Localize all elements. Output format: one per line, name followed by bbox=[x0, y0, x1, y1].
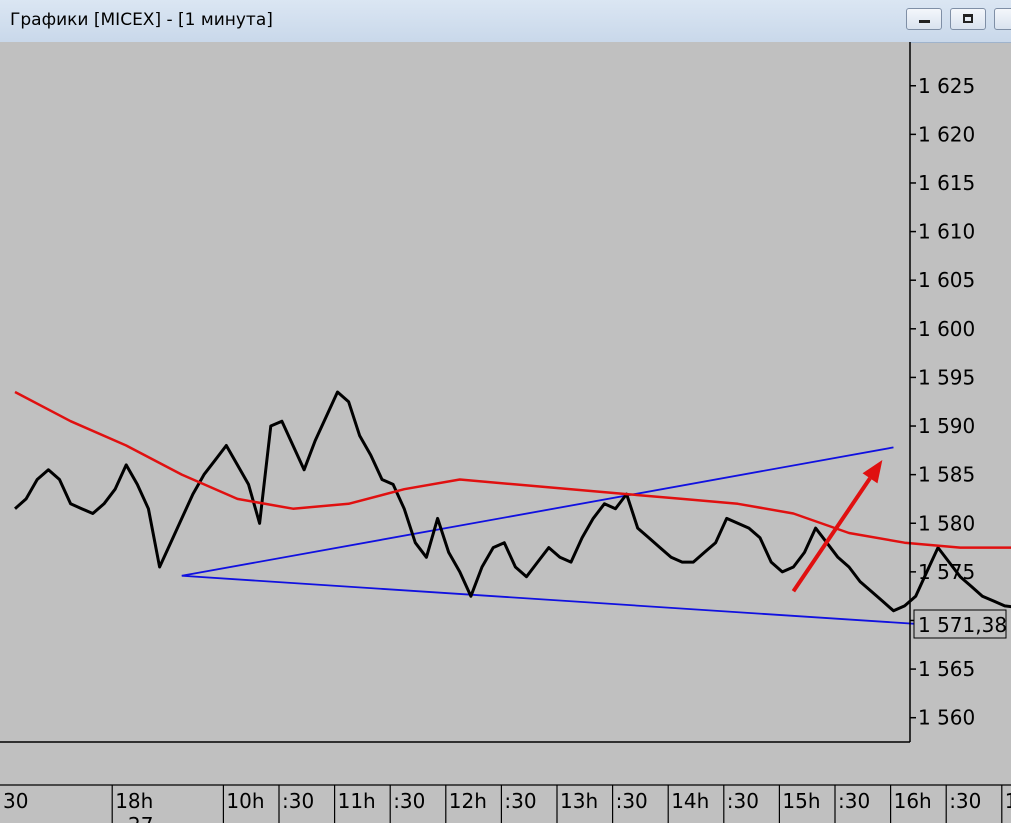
minimize-button[interactable] bbox=[906, 8, 942, 30]
x-tick-label: 17h bbox=[1005, 789, 1011, 813]
moving-average-line bbox=[14, 390, 1011, 549]
x-tick-label: 18h bbox=[115, 789, 153, 813]
arrow-shaft bbox=[791, 477, 872, 593]
x-tick-label: :30 bbox=[393, 789, 425, 813]
window-title: Графики [MICEX] - [1 минута] bbox=[10, 10, 273, 30]
x-tick-label: 30 bbox=[3, 789, 28, 813]
title-bar[interactable]: Графики [MICEX] - [1 минута] bbox=[0, 0, 1011, 43]
y-tick-label: 1 575 bbox=[918, 560, 975, 584]
y-tick-label: 1 625 bbox=[918, 74, 975, 98]
close-button[interactable] bbox=[994, 8, 1011, 30]
last-price-box bbox=[913, 609, 1007, 639]
trendline bbox=[181, 446, 894, 577]
annotation-arrow bbox=[791, 460, 883, 593]
y-tick-label: 1 585 bbox=[918, 463, 975, 487]
y-tick-label: 1 610 bbox=[918, 220, 975, 244]
x-tick-label: 13h bbox=[560, 789, 598, 813]
plot-area bbox=[0, 42, 910, 742]
x-tick-label: :30 bbox=[282, 789, 314, 813]
price-series-line bbox=[14, 390, 1011, 613]
x-tick-label: 15h bbox=[782, 789, 820, 813]
y-tick-label: 1 560 bbox=[918, 706, 975, 730]
trendlines bbox=[181, 446, 939, 627]
series-lines bbox=[14, 390, 1011, 613]
y-tick-label: 1 615 bbox=[918, 171, 975, 195]
x-tick-label: 16h bbox=[894, 789, 932, 813]
y-tick-label: 1 605 bbox=[918, 268, 975, 292]
x-tick-label: :30 bbox=[838, 789, 870, 813]
x-tick-label: 11h bbox=[338, 789, 376, 813]
x-tick-label: :30 bbox=[727, 789, 759, 813]
restore-icon bbox=[963, 14, 973, 23]
y-tick-label: 1 590 bbox=[918, 414, 975, 438]
last-price-label: 1 571,38 bbox=[913, 609, 1007, 639]
y-tick-label: 1 620 bbox=[918, 122, 975, 146]
y-tick-label: 1 595 bbox=[918, 365, 975, 389]
x-tick-label: :30 bbox=[504, 789, 536, 813]
x-extra-label: 27 bbox=[128, 813, 153, 823]
restore-button[interactable] bbox=[950, 8, 986, 30]
x-tick-label: :30 bbox=[949, 789, 981, 813]
trendline bbox=[181, 574, 939, 627]
y-tick-label: 1 565 bbox=[918, 657, 975, 681]
x-tick-label: :30 bbox=[616, 789, 648, 813]
x-tick-label: 12h bbox=[449, 789, 487, 813]
y-tick-label: 1 580 bbox=[918, 511, 975, 535]
last-price-value: 1 571,38 bbox=[918, 613, 1007, 637]
x-tick-label: 14h bbox=[671, 789, 709, 813]
y-tick-label: 1 600 bbox=[918, 317, 975, 341]
x-axis-ticks: 30 18h 10h :30 11h :30 12h :30 13h :30 14h :30 15h :3… bbox=[3, 785, 1011, 823]
x-tick-label: 10h bbox=[226, 789, 264, 813]
arrow-head bbox=[862, 460, 883, 484]
minimize-icon bbox=[919, 20, 930, 23]
